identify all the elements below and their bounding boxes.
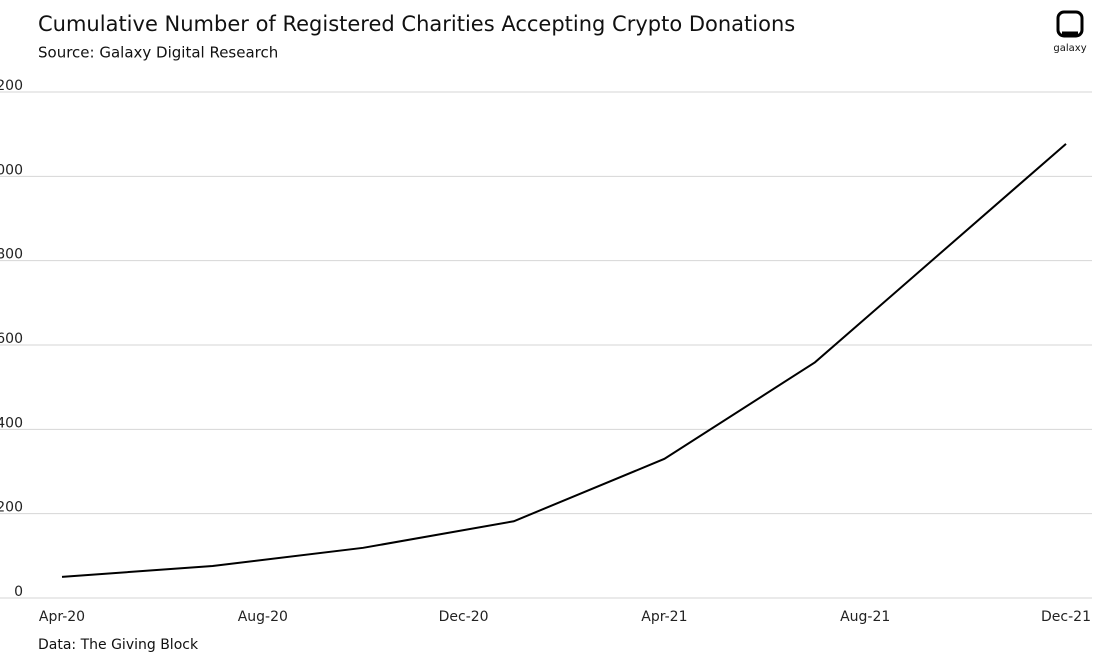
y-tick-label: 800 xyxy=(0,247,23,263)
logo-text: galaxy xyxy=(1053,43,1086,54)
y-tick-label: 200 xyxy=(0,500,23,516)
line-series xyxy=(61,143,1067,578)
x-tick-label: Aug-21 xyxy=(840,609,890,625)
y-tick-label: 600 xyxy=(0,331,23,347)
x-tick-label: Dec-21 xyxy=(1041,609,1091,625)
x-tick-label: Dec-20 xyxy=(439,609,489,625)
chart-title: Cumulative Number of Registered Charitie… xyxy=(38,12,795,36)
y-tick-label: 0 xyxy=(14,584,23,600)
x-tick-label: Aug-20 xyxy=(238,609,288,625)
x-tick-label: Apr-20 xyxy=(39,609,85,625)
x-tick-label: Apr-21 xyxy=(641,609,687,625)
y-tick-label: 1,000 xyxy=(0,162,23,178)
chart-subtitle: Source: Galaxy Digital Research xyxy=(38,44,278,62)
logo-icon xyxy=(1056,10,1084,38)
footnote: Data: The Giving Block xyxy=(38,637,199,653)
y-tick-label: 1,200 xyxy=(0,78,23,94)
y-tick-label: 400 xyxy=(0,415,23,431)
